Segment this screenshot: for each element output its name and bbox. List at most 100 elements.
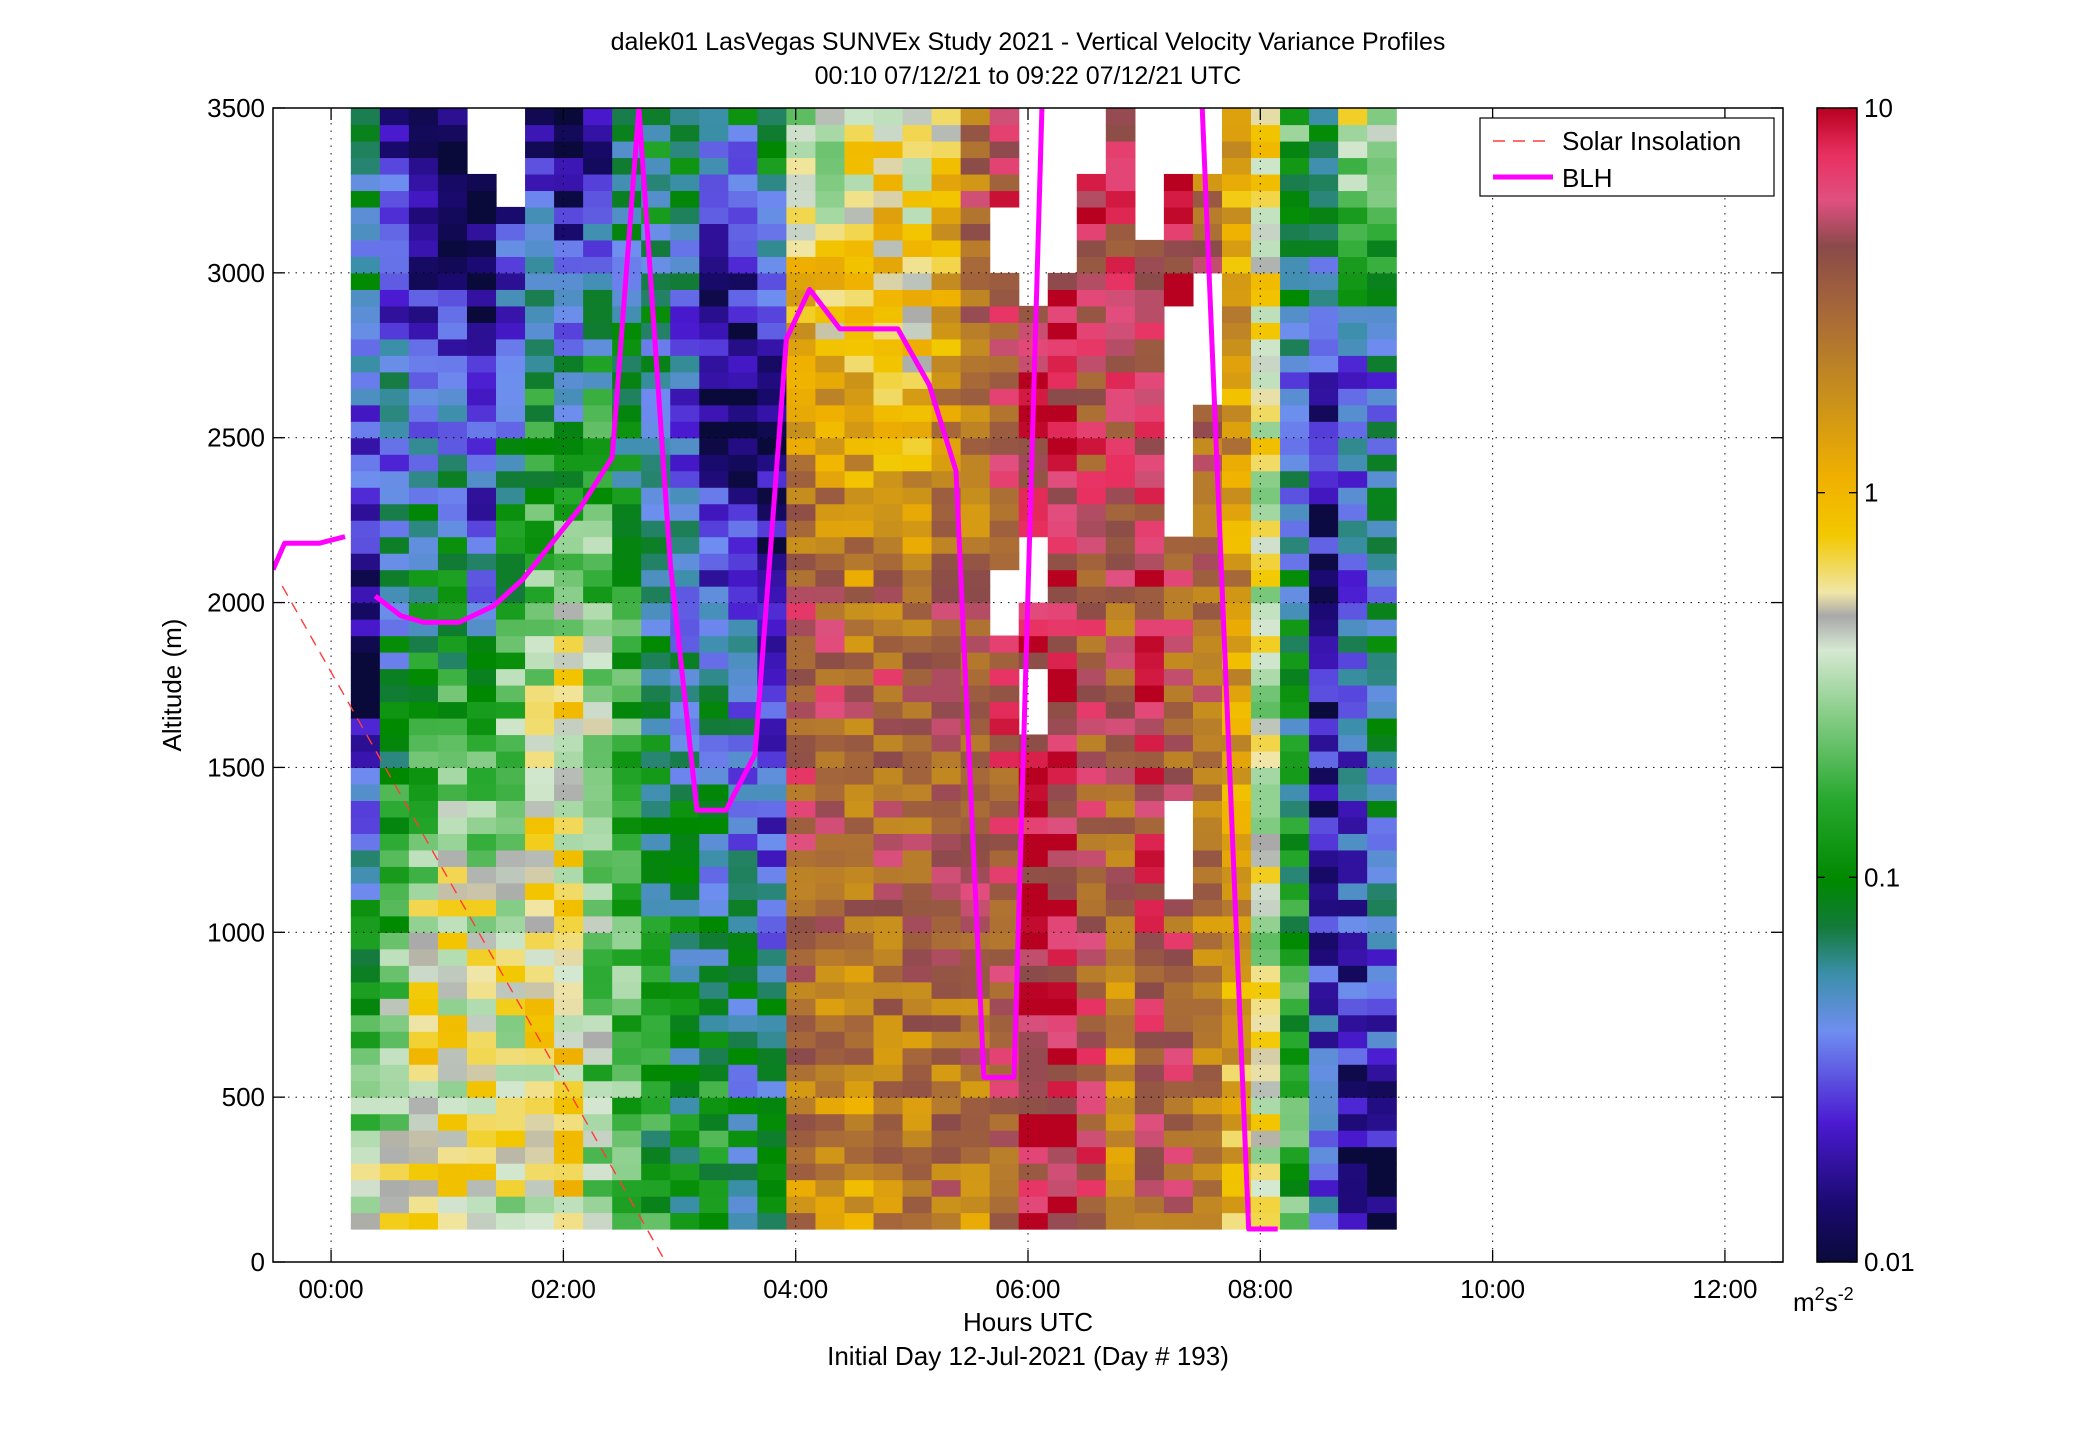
heatmap-cell bbox=[1105, 602, 1136, 620]
heatmap-cell bbox=[437, 1031, 468, 1049]
heatmap-cell bbox=[786, 932, 817, 950]
heatmap-cell bbox=[1367, 124, 1397, 142]
heatmap-cell bbox=[815, 734, 846, 752]
heatmap-cell bbox=[815, 536, 846, 554]
heatmap-cell bbox=[612, 1097, 642, 1115]
heatmap-cell bbox=[757, 1146, 787, 1164]
heatmap-cell bbox=[757, 717, 787, 736]
heatmap-cell bbox=[525, 849, 555, 867]
heatmap-cell bbox=[1105, 388, 1136, 406]
heatmap-cell bbox=[989, 816, 1020, 834]
heatmap-cell bbox=[699, 586, 729, 604]
heatmap-cell bbox=[1163, 586, 1194, 604]
heatmap-cell bbox=[1338, 108, 1368, 126]
heatmap-cell bbox=[583, 553, 613, 571]
heatmap-cell bbox=[408, 734, 439, 752]
heatmap-cell bbox=[612, 421, 642, 439]
heatmap-cell bbox=[699, 124, 729, 142]
heatmap-cell bbox=[525, 256, 555, 274]
heatmap-cell bbox=[1105, 750, 1136, 769]
heatmap-cell bbox=[1163, 206, 1194, 224]
heatmap-cell bbox=[612, 800, 642, 818]
heatmap-cell bbox=[989, 767, 1020, 785]
heatmap-cell bbox=[786, 355, 817, 373]
heatmap-cell bbox=[525, 520, 555, 538]
heatmap-cell bbox=[844, 1064, 875, 1082]
heatmap-cell bbox=[466, 322, 497, 340]
heatmap-cell bbox=[1076, 998, 1107, 1016]
heatmap-cell bbox=[1047, 849, 1078, 867]
heatmap-cell bbox=[583, 1212, 613, 1230]
heatmap-cell bbox=[1105, 437, 1136, 455]
heatmap-cell bbox=[1367, 981, 1397, 999]
heatmap-cell bbox=[408, 1113, 439, 1131]
heatmap-cell bbox=[583, 1014, 613, 1032]
heatmap-cell bbox=[1047, 783, 1078, 801]
heatmap-cell bbox=[1251, 783, 1281, 801]
heatmap-cell bbox=[1018, 1196, 1049, 1214]
heatmap-cell bbox=[1251, 124, 1281, 142]
heatmap-cell bbox=[466, 1113, 497, 1131]
heatmap-cell bbox=[815, 833, 846, 851]
heatmap-cell bbox=[1163, 915, 1194, 933]
heatmap-cell bbox=[1309, 998, 1339, 1016]
heatmap-cell bbox=[873, 619, 904, 637]
heatmap-cell bbox=[1018, 520, 1049, 538]
heatmap-cell bbox=[1192, 866, 1223, 884]
heatmap-cell bbox=[873, 932, 904, 950]
heatmap-cell bbox=[379, 1146, 410, 1164]
heatmap-cell bbox=[902, 503, 933, 521]
heatmap-cell bbox=[1309, 569, 1339, 587]
heatmap-cell bbox=[1221, 256, 1252, 274]
heatmap-cell bbox=[873, 1179, 904, 1197]
heatmap-cell bbox=[641, 1031, 671, 1049]
heatmap-cell bbox=[1192, 404, 1223, 422]
heatmap-cell bbox=[1047, 536, 1078, 554]
heatmap-cell bbox=[641, 750, 671, 769]
heatmap-cell bbox=[612, 882, 642, 900]
heatmap-cell bbox=[525, 1196, 555, 1214]
heatmap-cell bbox=[525, 652, 555, 670]
heatmap-cell bbox=[1251, 899, 1281, 917]
heatmap-cell bbox=[496, 1146, 526, 1164]
heatmap-cell bbox=[670, 652, 700, 670]
heatmap-cell bbox=[1192, 685, 1223, 703]
heatmap-cell bbox=[757, 190, 787, 208]
heatmap-cell bbox=[873, 404, 904, 422]
heatmap-cell bbox=[641, 783, 671, 801]
heatmap-cell bbox=[1309, 503, 1339, 521]
heatmap-cell bbox=[815, 503, 846, 521]
heatmap-cell bbox=[612, 1064, 642, 1082]
heatmap-cell bbox=[1163, 998, 1194, 1016]
heatmap-cell bbox=[1018, 1113, 1049, 1131]
heatmap-cell bbox=[728, 915, 758, 933]
heatmap-cell bbox=[1221, 536, 1252, 554]
heatmap-cell bbox=[437, 371, 468, 389]
heatmap-cell bbox=[437, 454, 468, 472]
heatmap-cell bbox=[757, 223, 787, 241]
heatmap-cell bbox=[408, 272, 439, 290]
heatmap-cell bbox=[1251, 223, 1281, 241]
heatmap-cell bbox=[350, 948, 381, 966]
heatmap-cell bbox=[902, 948, 933, 966]
heatmap-cell bbox=[350, 619, 381, 637]
heatmap-cell bbox=[1338, 223, 1368, 241]
heatmap-cell bbox=[525, 816, 555, 834]
heatmap-cell bbox=[1309, 536, 1339, 554]
heatmap-cell bbox=[844, 1080, 875, 1098]
heatmap-cell bbox=[437, 1064, 468, 1082]
heatmap-cell bbox=[408, 305, 439, 323]
heatmap-cell bbox=[466, 866, 497, 884]
heatmap-cell bbox=[1221, 206, 1252, 224]
heatmap-cell bbox=[1338, 239, 1368, 257]
heatmap-cell bbox=[931, 701, 962, 719]
heatmap-cell bbox=[1105, 866, 1136, 884]
heatmap-cell bbox=[1018, 1031, 1049, 1049]
heatmap-cell bbox=[989, 1196, 1020, 1214]
heatmap-cell bbox=[1251, 948, 1281, 966]
heatmap-cell bbox=[1221, 388, 1252, 406]
heatmap-cell bbox=[496, 404, 526, 422]
heatmap-cell bbox=[1192, 882, 1223, 900]
heatmap-cell bbox=[1367, 454, 1397, 472]
heatmap-cell bbox=[960, 783, 991, 801]
